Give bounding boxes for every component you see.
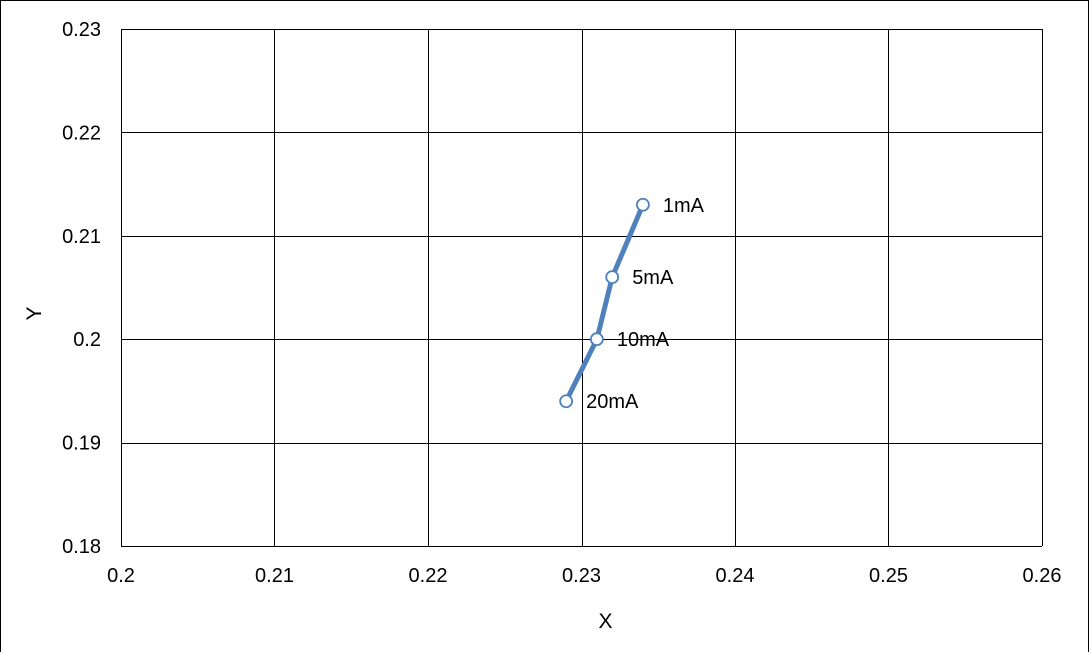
data-point	[605, 270, 620, 285]
y-tick-label: 0.22	[62, 122, 101, 144]
x-tick-label: 0.2	[107, 565, 135, 587]
x-tick-label: 0.21	[255, 565, 294, 587]
series-line	[563, 202, 646, 404]
y-tick-label: 0.21	[62, 226, 101, 248]
data-point	[589, 332, 604, 347]
data-series: 1mA 5mA 10mA 20mA	[559, 195, 705, 413]
x-tick-label: 0.24	[716, 565, 755, 587]
y-axis-tick-labels: 0.18 0.19 0.2 0.21 0.22 0.23	[62, 19, 101, 558]
x-tick-label: 0.26	[1023, 565, 1062, 587]
y-tick-label: 0.23	[62, 19, 101, 41]
y-tick-label: 0.2	[73, 329, 101, 351]
y-axis-title: Y	[23, 306, 46, 320]
y-tick-label: 0.19	[62, 433, 101, 455]
x-tick-label: 0.25	[869, 565, 908, 587]
data-point	[636, 197, 650, 212]
x-axis-title: X	[598, 610, 612, 633]
x-axis-tick-labels: 0.2 0.21 0.22 0.23 0.24 0.25 0.26	[107, 565, 1061, 587]
data-point-label: 1mA	[663, 195, 705, 217]
x-tick-label: 0.23	[562, 565, 601, 587]
data-point-label: 10mA	[617, 329, 670, 351]
data-point-label: 20mA	[586, 391, 639, 413]
y-tick-label: 0.18	[62, 536, 101, 558]
grid-lines	[121, 29, 1043, 547]
data-point	[559, 394, 574, 409]
x-tick-label: 0.22	[409, 565, 448, 587]
data-point-label: 5mA	[632, 267, 674, 289]
